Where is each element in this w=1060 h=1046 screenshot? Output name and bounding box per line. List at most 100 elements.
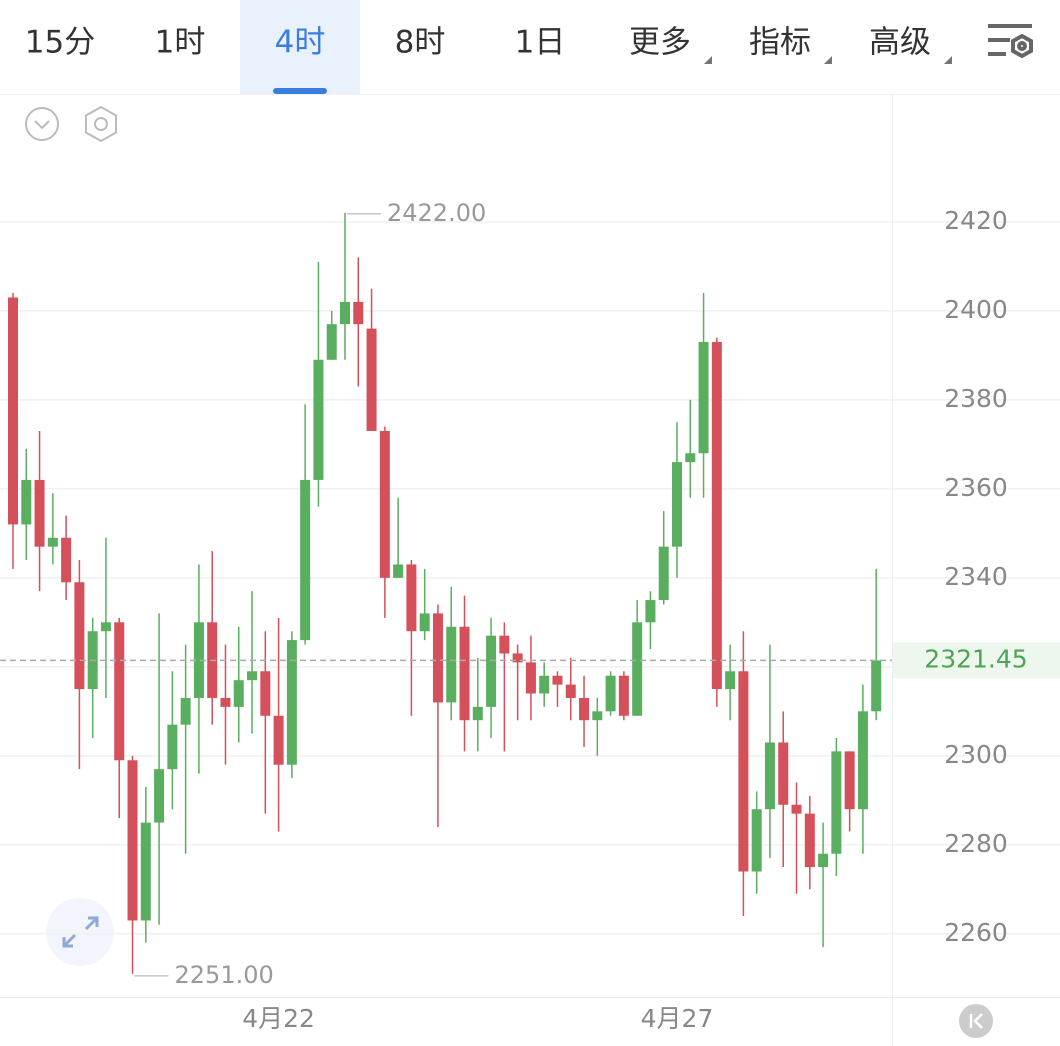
tab[interactable]: 高级 bbox=[869, 25, 931, 61]
y-tick-label: 2420 bbox=[944, 206, 1008, 235]
candle-body bbox=[818, 853, 829, 868]
tab[interactable]: 指标 bbox=[749, 25, 811, 61]
icon-arrow bbox=[84, 916, 99, 931]
candle-body bbox=[167, 724, 178, 770]
candle-body bbox=[592, 711, 603, 721]
candle-body bbox=[539, 675, 550, 694]
candle-body bbox=[8, 297, 18, 525]
low-label: 2251.00 bbox=[175, 961, 274, 989]
candle-body bbox=[273, 715, 284, 765]
candle-body bbox=[486, 635, 497, 707]
tab-selected-bg bbox=[240, 0, 360, 94]
tab[interactable]: 4时 bbox=[275, 25, 326, 61]
collapse-button[interactable] bbox=[25, 107, 59, 141]
dropdown-arrow bbox=[824, 56, 832, 64]
candle-body bbox=[778, 742, 789, 805]
icon-chevron bbox=[973, 1013, 983, 1029]
candle-body bbox=[459, 626, 470, 721]
candle-body bbox=[685, 453, 696, 463]
tab-indicator bbox=[273, 88, 327, 94]
tab[interactable]: 8时 bbox=[395, 25, 446, 61]
candle-body bbox=[300, 479, 311, 641]
icon-circle bbox=[25, 107, 59, 141]
icon-dot bbox=[1017, 41, 1027, 51]
candle-body bbox=[472, 706, 483, 721]
candle-body bbox=[340, 301, 350, 325]
candle-body bbox=[286, 640, 297, 765]
candle-body bbox=[871, 660, 882, 712]
last-price-label: 2321.45 bbox=[924, 644, 1027, 673]
y-tick-label: 2380 bbox=[944, 384, 1008, 413]
candle-body bbox=[326, 324, 337, 360]
candle-body bbox=[100, 622, 111, 632]
candle-body bbox=[725, 671, 736, 690]
candle-body bbox=[751, 809, 762, 872]
tab[interactable]: 1日 bbox=[515, 25, 566, 61]
candle-body bbox=[260, 671, 271, 716]
candle-body bbox=[552, 675, 563, 685]
y-tick-label: 2300 bbox=[944, 740, 1008, 769]
candle-body bbox=[61, 537, 72, 583]
candle-body bbox=[579, 697, 590, 721]
candle-body bbox=[698, 341, 709, 454]
candle-body bbox=[154, 769, 165, 823]
candle-body bbox=[353, 301, 364, 325]
candle-body bbox=[499, 635, 510, 654]
candle-body bbox=[565, 684, 576, 698]
candle-body bbox=[857, 711, 868, 810]
y-tick-label: 2280 bbox=[944, 829, 1008, 858]
candle-body bbox=[711, 341, 722, 690]
candle-body bbox=[618, 675, 629, 716]
candle-body bbox=[406, 564, 417, 632]
dropdown-arrow bbox=[944, 56, 952, 64]
icon-dot bbox=[94, 117, 108, 131]
icon-hex bbox=[85, 105, 117, 143]
x-tick-label: 4月27 bbox=[641, 1004, 714, 1033]
candle-body bbox=[21, 479, 32, 525]
chart-settings-button[interactable] bbox=[85, 105, 117, 143]
candle-body bbox=[831, 751, 842, 854]
candle-body bbox=[764, 742, 775, 810]
last-price-box bbox=[893, 642, 1060, 679]
y-tick-label: 2260 bbox=[944, 918, 1008, 947]
candle-body bbox=[525, 662, 536, 694]
candle-body bbox=[738, 671, 749, 872]
candle-body bbox=[844, 751, 855, 810]
scroll-latest-button[interactable] bbox=[959, 1004, 993, 1038]
icon-arrow bbox=[62, 933, 77, 948]
icon-circle bbox=[46, 898, 114, 966]
candle-body bbox=[512, 653, 523, 663]
y-tick-label: 2360 bbox=[944, 473, 1008, 502]
candle-body bbox=[791, 804, 802, 814]
candle-body bbox=[114, 622, 125, 761]
icon-chevron bbox=[34, 120, 50, 130]
candle-body bbox=[393, 564, 404, 578]
candle-body bbox=[446, 626, 457, 703]
candle-body bbox=[313, 359, 324, 480]
candle-body bbox=[140, 822, 151, 921]
candle-body bbox=[605, 675, 616, 712]
candle-body bbox=[127, 760, 138, 921]
candle-body bbox=[804, 813, 815, 868]
tab[interactable]: 15分 bbox=[25, 25, 95, 61]
candle-body bbox=[632, 622, 643, 716]
tab[interactable]: 1时 bbox=[155, 25, 206, 61]
dropdown-arrow bbox=[704, 56, 712, 64]
icon-hex bbox=[1011, 33, 1033, 59]
candle-body bbox=[432, 613, 443, 703]
candle-body bbox=[220, 697, 231, 707]
candle-body bbox=[672, 462, 682, 547]
candle-body bbox=[247, 671, 258, 681]
y-tick-label: 2340 bbox=[944, 562, 1008, 591]
settings-icon[interactable] bbox=[988, 24, 1033, 59]
candle-body bbox=[193, 622, 204, 698]
fullscreen-button[interactable] bbox=[46, 898, 114, 966]
candle-body bbox=[74, 582, 85, 690]
candle-body bbox=[645, 600, 656, 623]
candle-body bbox=[233, 680, 244, 707]
tab[interactable]: 更多 bbox=[629, 25, 691, 61]
candle-body bbox=[180, 697, 191, 725]
high-label: 2422.00 bbox=[387, 199, 486, 227]
